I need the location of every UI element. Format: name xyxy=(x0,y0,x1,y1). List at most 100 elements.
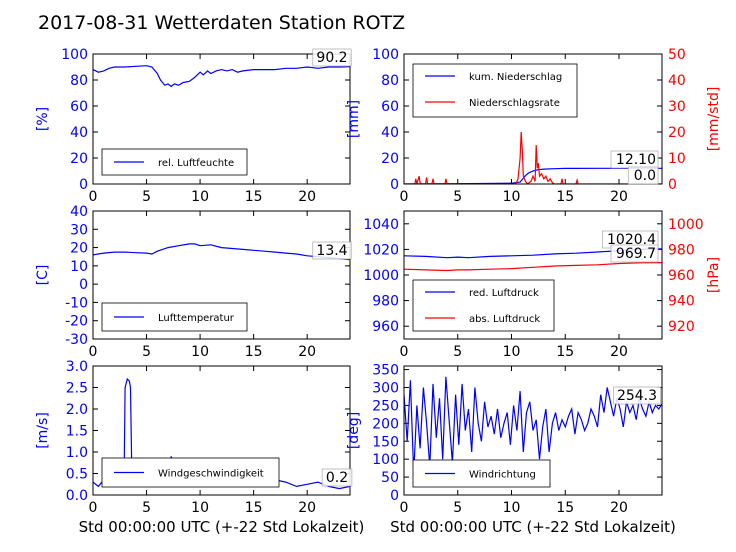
legend-label: red. Luftdruck xyxy=(469,288,539,299)
y-tick-label: 80 xyxy=(381,73,399,89)
y-tick-label: -20 xyxy=(65,314,88,330)
panel-windspeed: 0 5 10 15 20 0.0 0.5 1.0 1.5 2.0 2.5 3.0 [m/s] Std 00… xyxy=(35,359,364,536)
series-line-rel-luftfeuchte xyxy=(93,65,350,88)
figure-title: 2017-08-31 Wetterdaten Station ROTZ xyxy=(38,12,405,34)
y-tick-label: 2.0 xyxy=(66,402,88,418)
series-line-niederschlagsrate xyxy=(404,131,662,184)
legend-label: rel. Luftfeuchte xyxy=(158,158,234,169)
panel-humidity: 0 5 10 15 20 0 20 40 60 80 100 [%] rel. Luftfeuchte 9… xyxy=(35,47,352,205)
x-tick-label: 0 xyxy=(400,189,409,205)
y-tick-label: -10 xyxy=(65,295,88,311)
x-tick-label: 20 xyxy=(298,344,316,360)
y-right-tick-label: 1000 xyxy=(668,217,704,233)
x-tick-label: 20 xyxy=(610,344,628,360)
value-annotation: 1020.4 xyxy=(607,232,656,248)
y-right-axis-label: [hPa] xyxy=(706,257,722,293)
value-annotation: 0.0 xyxy=(634,168,656,184)
series-line-windrichtung xyxy=(404,376,662,474)
plot-frame xyxy=(92,365,351,496)
y-right-tick-label: 40 xyxy=(668,73,686,89)
x-tick-label: 20 xyxy=(298,189,316,205)
value-annotation: 0.2 xyxy=(326,470,348,486)
annotation-box xyxy=(312,48,352,67)
legend: kum. Niederschlag Niederschlagsrate xyxy=(412,63,578,118)
x-tick-label: 10 xyxy=(503,344,521,360)
y-tick-label: 960 xyxy=(372,319,399,335)
x-tick-label: 0 xyxy=(89,500,98,516)
x-tick-label: 0 xyxy=(400,500,409,516)
legend-box xyxy=(412,279,555,332)
y-axis-label: [C] xyxy=(35,265,51,286)
y-right-tick-label: 20 xyxy=(668,125,686,141)
x-tick-label: 0 xyxy=(400,344,409,360)
y-right-axis-label: [mm/std] xyxy=(706,87,722,152)
legend: Windrichtung xyxy=(412,459,551,488)
y-tick-label: 100 xyxy=(61,47,88,63)
legend-box xyxy=(412,63,578,118)
annotation-box xyxy=(627,166,659,185)
y-axis-label: [mm] xyxy=(346,100,362,138)
y-tick-label: 40 xyxy=(70,204,88,220)
value-annotation: 254.3 xyxy=(617,388,657,404)
y-tick-label: 40 xyxy=(381,125,399,141)
annotation-box xyxy=(312,241,352,260)
y-tick-label: -30 xyxy=(65,332,88,348)
legend-label: abs. Luftdruck xyxy=(469,314,540,325)
y-right-tick-label: 920 xyxy=(668,319,695,335)
y-tick-label: 1020 xyxy=(363,242,399,258)
annotation-box xyxy=(613,386,661,405)
value-annotation: 13.4 xyxy=(316,243,347,259)
x-tick-label: 10 xyxy=(191,500,209,516)
plot-frame xyxy=(92,210,351,340)
y-tick-label: 300 xyxy=(372,381,399,397)
y-tick-label: 0 xyxy=(79,177,88,193)
panel-precip: 0 5 10 15 20 0 20 40 60 80 100 0 10 20 30 40 50 [mm] [mm/s… xyxy=(346,47,722,205)
y-right-tick-label: 940 xyxy=(668,294,695,310)
x-tick-label: 5 xyxy=(453,189,462,205)
y-tick-label: 1.0 xyxy=(66,445,88,461)
y-tick-label: 0 xyxy=(390,488,399,504)
plot-frame xyxy=(92,53,351,185)
x-tick-label: 10 xyxy=(503,189,521,205)
y-tick-label: 200 xyxy=(372,416,399,432)
y-right-tick-label: 960 xyxy=(668,268,695,284)
y-tick-label: 20 xyxy=(70,241,88,257)
x-tick-label: 10 xyxy=(191,189,209,205)
y-tick-label: 250 xyxy=(372,398,399,414)
x-tick-label: 15 xyxy=(245,344,263,360)
legend-label: Niederschlagsrate xyxy=(469,98,560,109)
x-tick-label: 20 xyxy=(298,500,316,516)
y-tick-label: 60 xyxy=(381,99,399,115)
y-right-tick-label: 50 xyxy=(668,47,686,63)
series-line-lufttemperatur xyxy=(93,243,350,261)
x-tick-label: 5 xyxy=(142,344,151,360)
y-right-tick-label: 0 xyxy=(668,177,677,193)
x-tick-label: 10 xyxy=(503,500,521,516)
legend: Windgeschwindigkeit xyxy=(101,457,280,488)
legend: Lufttemperatur xyxy=(101,302,248,332)
y-right-tick-label: 980 xyxy=(668,242,695,258)
y-axis-label: [m/s] xyxy=(35,412,51,449)
legend-label: Lufttemperatur xyxy=(158,313,235,324)
legend-label: Windgeschwindigkeit xyxy=(158,469,264,480)
x-tick-label: 20 xyxy=(610,500,628,516)
y-tick-label: 3.0 xyxy=(66,359,88,375)
panel-temperature: 0 5 10 15 20 -30 -20 -10 0 10 20 30 40 [C] Lufttempera… xyxy=(35,204,352,360)
x-tick-label: 5 xyxy=(453,500,462,516)
x-tick-label: 5 xyxy=(142,189,151,205)
y-tick-label: 40 xyxy=(70,125,88,141)
y-tick-label: 60 xyxy=(70,99,88,115)
y-tick-label: 0.0 xyxy=(66,488,88,504)
x-axis-label: Std 00:00:00 UTC (+-22 Std Lokalzeit) xyxy=(390,518,676,536)
x-tick-label: 0 xyxy=(89,189,98,205)
value-annotation: 969.7 xyxy=(616,246,656,262)
annotation-box xyxy=(610,244,659,263)
y-axis-label: [%] xyxy=(35,107,51,131)
x-tick-label: 15 xyxy=(245,189,263,205)
x-tick-label: 15 xyxy=(556,344,574,360)
x-tick-label: 5 xyxy=(453,344,462,360)
annotation-box xyxy=(321,468,353,487)
panel-pressure: 0 5 10 15 20 960 980 1000 1020 1040 920 940 960 980 10… xyxy=(363,210,722,360)
